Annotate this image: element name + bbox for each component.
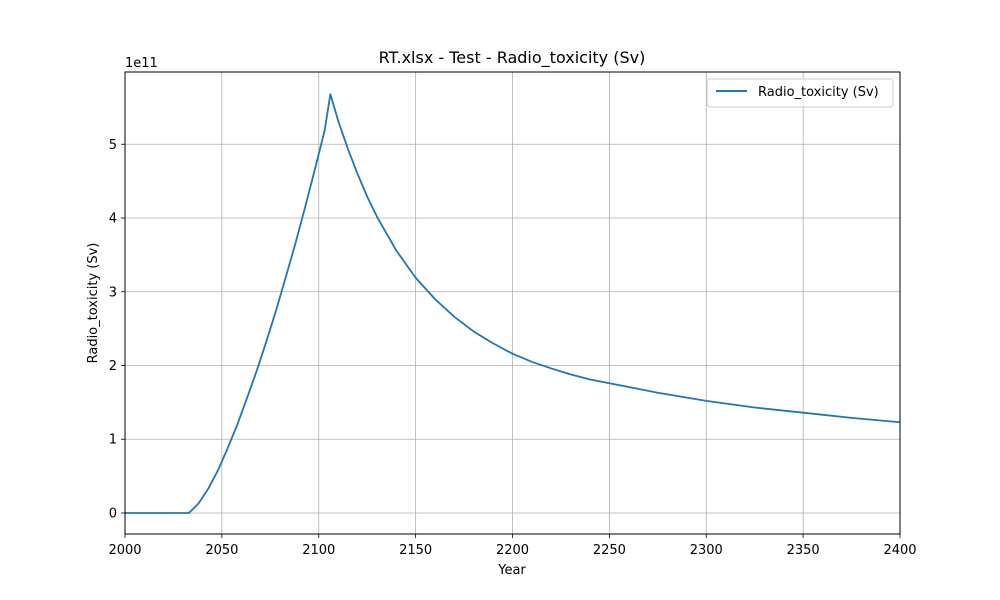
x-tick-label: 2250 — [593, 543, 626, 558]
series-line — [125, 93, 901, 514]
y-tick-label: 4 — [109, 212, 117, 227]
y-tick-label: 5 — [109, 138, 117, 153]
x-tick-label: 2400 — [883, 543, 916, 558]
x-tick-label: 2050 — [205, 543, 238, 558]
series-layer — [125, 93, 901, 514]
x-tick-label: 2200 — [496, 543, 529, 558]
legend: Radio_toxicity (Sv) — [706, 78, 894, 108]
x-tick-label: 2350 — [787, 543, 820, 558]
x-axis-label: Year — [497, 563, 526, 578]
y-tick-label: 1 — [109, 433, 117, 448]
x-tick-label: 2000 — [108, 543, 141, 558]
y-tick-label: 0 — [109, 506, 117, 521]
y-axis-ticks: 0 1 2 3 4 5 — [109, 138, 125, 521]
x-tick-label: 2100 — [302, 543, 335, 558]
legend-entry-label: Radio_toxicity (Sv) — [758, 85, 879, 100]
x-tick-label: 2150 — [399, 543, 432, 558]
y-tick-label: 3 — [109, 285, 117, 300]
x-tick-label: 2300 — [690, 543, 723, 558]
chart-title: RT.xlsx - Test - Radio_toxicity (Sv) — [379, 48, 646, 68]
y-tick-label: 2 — [109, 359, 117, 374]
y-axis-label: Radio_toxicity (Sv) — [86, 243, 101, 364]
legend-box — [706, 78, 894, 108]
x-axis-ticks: 2000 2050 2100 2150 2200 2250 2300 2350 2400 — [108, 534, 917, 558]
y-axis-offset-label: 1e11 — [125, 56, 158, 71]
